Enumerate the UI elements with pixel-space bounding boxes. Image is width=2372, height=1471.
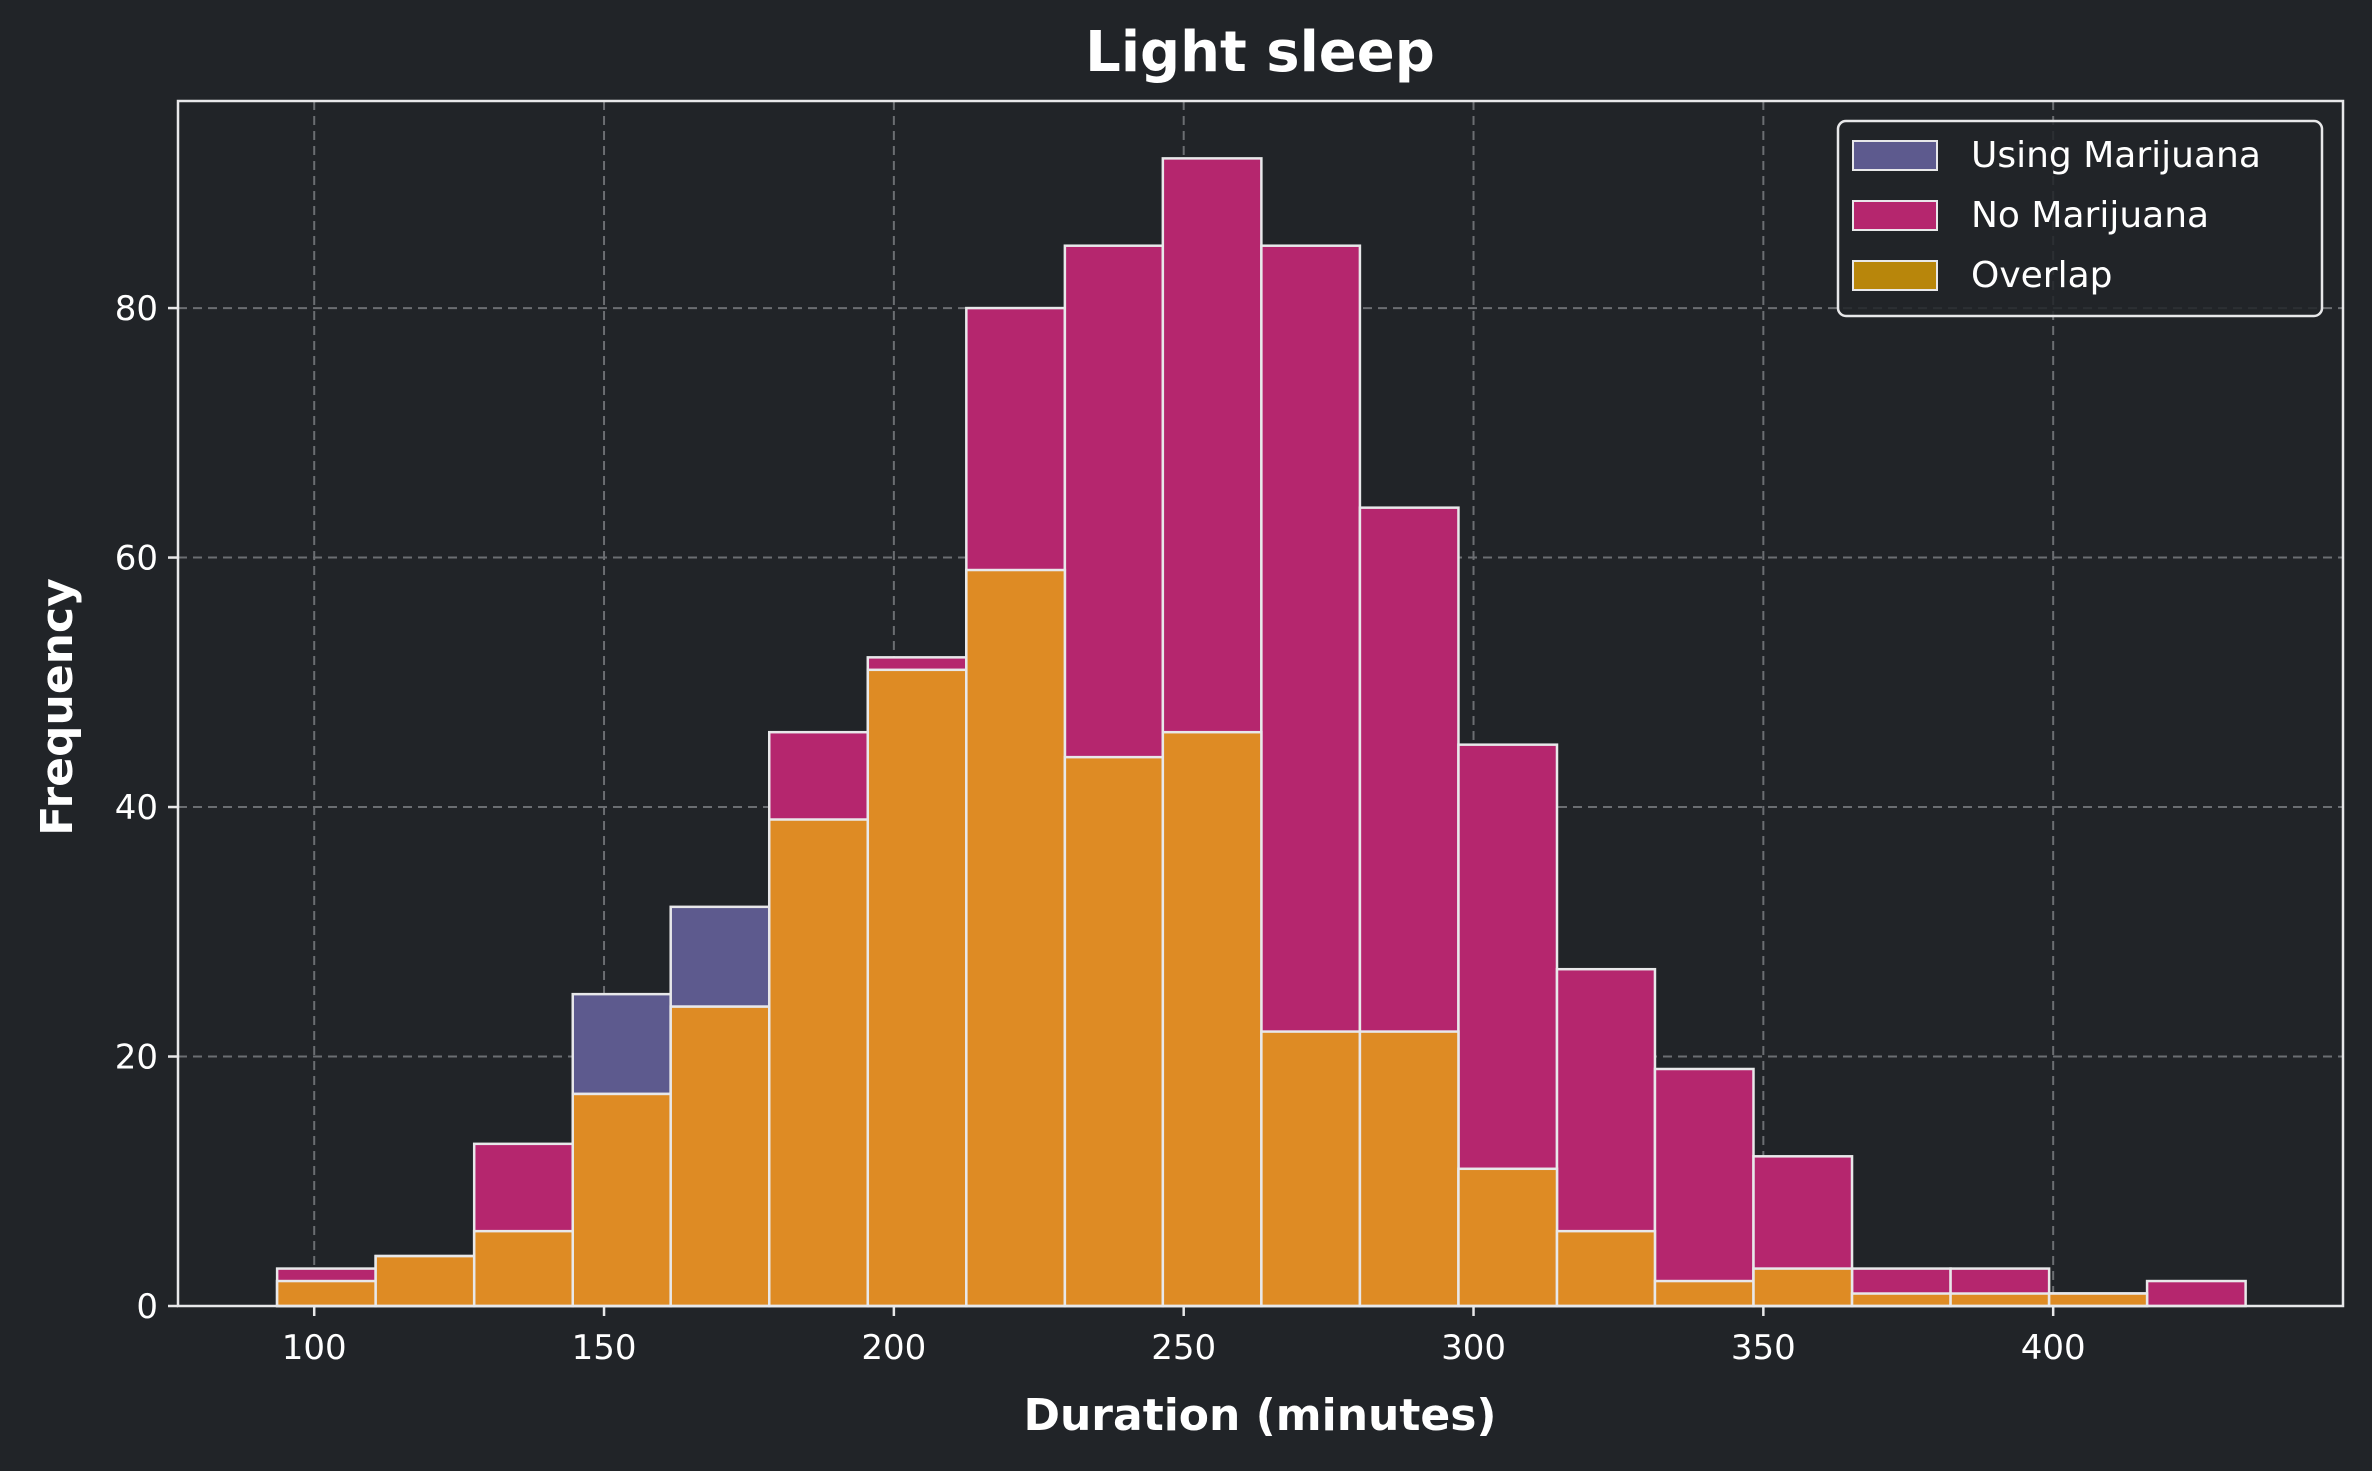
bars <box>275 157 2247 1308</box>
x-axis-ticks: 100 150 200 250 300 350 400 <box>282 1306 2086 1368</box>
x-tick-label-250: 250 <box>1151 1328 1216 1368</box>
bar-overlap-18 <box>2047 1292 2149 1308</box>
x-tick-label-100: 100 <box>282 1328 347 1368</box>
bar-overlap-6 <box>866 668 968 1308</box>
bar-overlap-10 <box>1260 1030 1362 1308</box>
x-tick-label-350: 350 <box>1731 1328 1796 1368</box>
legend-label-using-marijuana: Using Marijuana <box>1971 135 2261 176</box>
y-tick-label-20: 20 <box>115 1038 158 1078</box>
bar-overlap-2 <box>472 1229 574 1308</box>
x-tick-label-300: 300 <box>1441 1328 1506 1368</box>
chart-title: Light sleep <box>1085 20 1435 85</box>
legend-swatch-no-marijuana <box>1852 200 1938 231</box>
bar-overlap-7 <box>965 568 1067 1308</box>
y-tick-label-60: 60 <box>115 539 158 579</box>
x-tick-label-400: 400 <box>2021 1328 2086 1368</box>
x-axis-title: Duration (minutes) <box>1023 1390 1496 1441</box>
bar-overlap-0 <box>275 1279 377 1308</box>
bar-overlap-8 <box>1063 755 1165 1308</box>
bar-overlap-1 <box>374 1254 476 1308</box>
y-axis-title: Frequency <box>32 578 83 836</box>
bar-overlap-4 <box>669 1005 771 1308</box>
plot-frame <box>176 99 2345 1308</box>
y-tick-label-80: 80 <box>115 289 158 329</box>
legend-swatch-overlap <box>1852 260 1938 291</box>
legend: Using Marijuana No Marijuana Overlap <box>1836 119 2324 318</box>
bar-no-marijuana-19 <box>2145 1279 2247 1308</box>
bar-overlap-9 <box>1161 730 1263 1308</box>
y-tick-label-0: 0 <box>136 1287 158 1327</box>
y-tick-label-40: 40 <box>115 788 158 828</box>
y-axis-ticks: 0 20 40 60 80 <box>115 289 178 1327</box>
bar-overlap-11 <box>1358 1030 1460 1308</box>
x-tick-label-150: 150 <box>572 1328 637 1368</box>
bar-overlap-3 <box>571 1092 672 1308</box>
series-overlap <box>275 568 2149 1308</box>
legend-label-overlap: Overlap <box>1971 255 2113 296</box>
legend-swatch-using-marijuana <box>1852 140 1938 171</box>
bar-no-marijuana-14 <box>1653 1067 1755 1308</box>
bar-overlap-16 <box>1850 1292 1952 1308</box>
legend-label-no-marijuana: No Marijuana <box>1971 195 2209 236</box>
legend-box <box>1836 119 2324 318</box>
bar-overlap-15 <box>1752 1267 1854 1308</box>
bar-overlap-14 <box>1653 1279 1755 1308</box>
bar-overlap-5 <box>767 818 870 1308</box>
bar-overlap-17 <box>1949 1292 2051 1308</box>
x-tick-label-200: 200 <box>861 1328 926 1368</box>
bar-overlap-13 <box>1555 1229 1657 1308</box>
bar-overlap-12 <box>1457 1167 1559 1308</box>
